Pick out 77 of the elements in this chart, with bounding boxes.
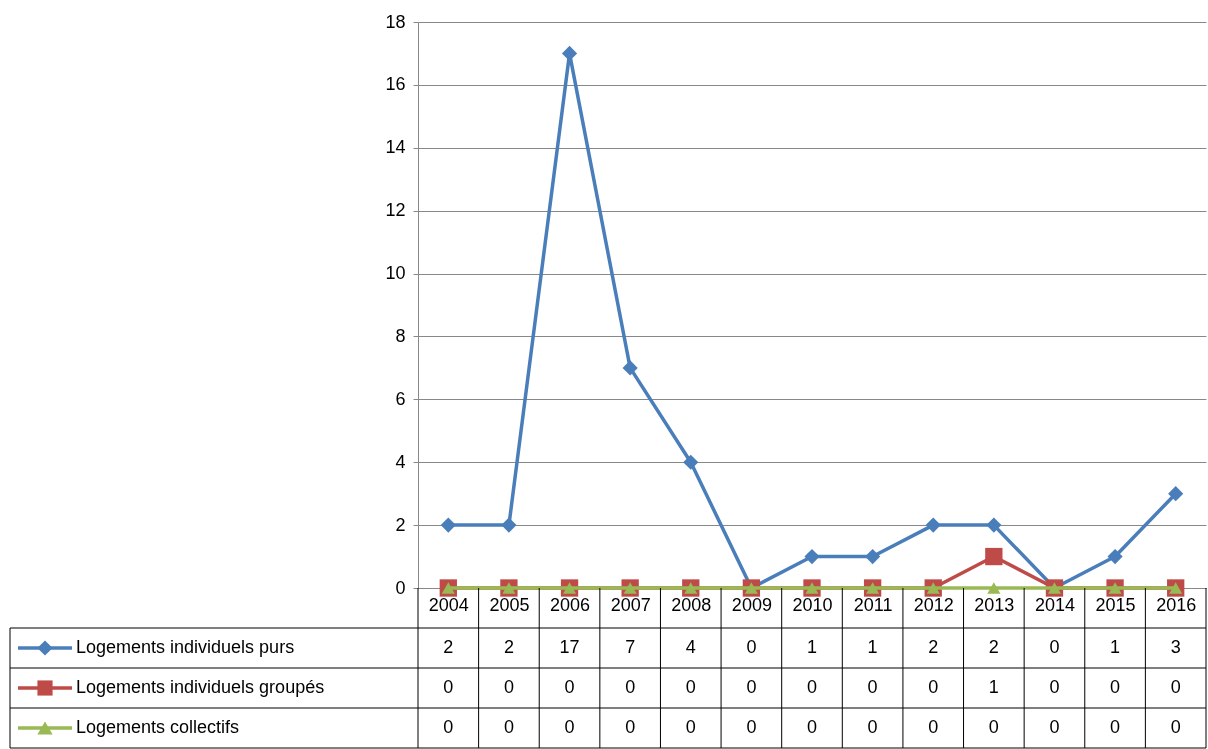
legend-label: Logements individuels purs	[76, 637, 295, 657]
data-label: 1	[1110, 637, 1121, 657]
data-label: 0	[443, 717, 454, 737]
y-tick-label: 4	[395, 451, 406, 472]
data-label: 0	[988, 717, 999, 737]
data-label: 0	[928, 717, 939, 737]
data-label: 2	[443, 637, 454, 657]
x-tick-label: 2008	[671, 594, 712, 615]
data-label: 1	[806, 637, 818, 657]
x-tick-label: 2016	[1156, 594, 1197, 615]
data-label: 0	[1049, 637, 1060, 657]
legend-label: Logements individuels groupés	[76, 677, 325, 697]
y-tick-label: 6	[395, 388, 406, 409]
data-label: 0	[685, 677, 696, 697]
data-label: 0	[1110, 717, 1121, 737]
data-label: 0	[928, 677, 939, 697]
point	[1168, 486, 1184, 502]
x-tick-label: 2007	[610, 594, 651, 615]
data-label: 0	[1170, 717, 1181, 737]
y-tick-label: 2	[395, 514, 406, 535]
x-tick-label: 2011	[853, 594, 893, 615]
data-label: 0	[1170, 677, 1181, 697]
data-label: 0	[1110, 677, 1121, 697]
data-label: 0	[1049, 677, 1060, 697]
data-label: 0	[867, 717, 878, 737]
x-tick-label: 2014	[1034, 594, 1075, 615]
x-tick-label: 2009	[731, 594, 772, 615]
data-label: 7	[625, 637, 636, 657]
data-label: 17	[559, 637, 580, 657]
x-tick-label: 2005	[489, 594, 530, 615]
x-tick-label: 2004	[428, 594, 469, 615]
data-label: 0	[503, 717, 514, 737]
x-tick-label: 2006	[550, 594, 591, 615]
y-tick-label: 10	[385, 263, 406, 284]
data-label: 0	[806, 677, 818, 697]
data-label: 4	[685, 637, 696, 657]
data-label: 0	[625, 677, 636, 697]
point	[985, 547, 1003, 566]
data-label: 0	[746, 717, 757, 737]
point	[501, 517, 517, 533]
data-label: 0	[806, 717, 818, 737]
x-tick-label: 2013	[974, 594, 1015, 615]
x-tick-label: 2012	[913, 594, 954, 615]
y-tick-label: 0	[395, 577, 406, 598]
data-label: 3	[1170, 637, 1181, 657]
data-label: 1	[867, 637, 878, 657]
data-label: 1	[988, 677, 999, 697]
data-label: 0	[1049, 717, 1060, 737]
data-label: 0	[685, 717, 696, 737]
y-tick-label: 16	[385, 74, 406, 95]
legend-label: Logements collectifs	[76, 717, 240, 737]
y-tick-label: 8	[395, 325, 406, 346]
point	[622, 360, 638, 376]
point	[925, 517, 941, 533]
data-label: 0	[625, 717, 636, 737]
data-label: 0	[564, 717, 575, 737]
data-label: 2	[988, 637, 999, 657]
point	[804, 548, 820, 565]
point	[987, 582, 1001, 594]
data-label: 0	[564, 677, 575, 697]
data-label: 0	[746, 637, 757, 657]
point	[683, 454, 699, 470]
data-label: 0	[443, 677, 454, 697]
data-label: 0	[503, 677, 514, 697]
data-label: 2	[928, 637, 939, 657]
y-tick-label: 14	[385, 137, 406, 158]
point	[1107, 548, 1123, 565]
point	[440, 517, 456, 533]
data-label: 2	[503, 637, 514, 657]
x-tick-label: 2010	[792, 594, 833, 615]
y-tick-label: 12	[385, 200, 406, 221]
point	[986, 517, 1002, 533]
y-tick-label: 18	[385, 11, 406, 32]
point	[865, 548, 881, 565]
data-label: 0	[867, 677, 878, 697]
x-tick-label: 2015	[1095, 594, 1136, 615]
data-label: 0	[746, 677, 757, 697]
